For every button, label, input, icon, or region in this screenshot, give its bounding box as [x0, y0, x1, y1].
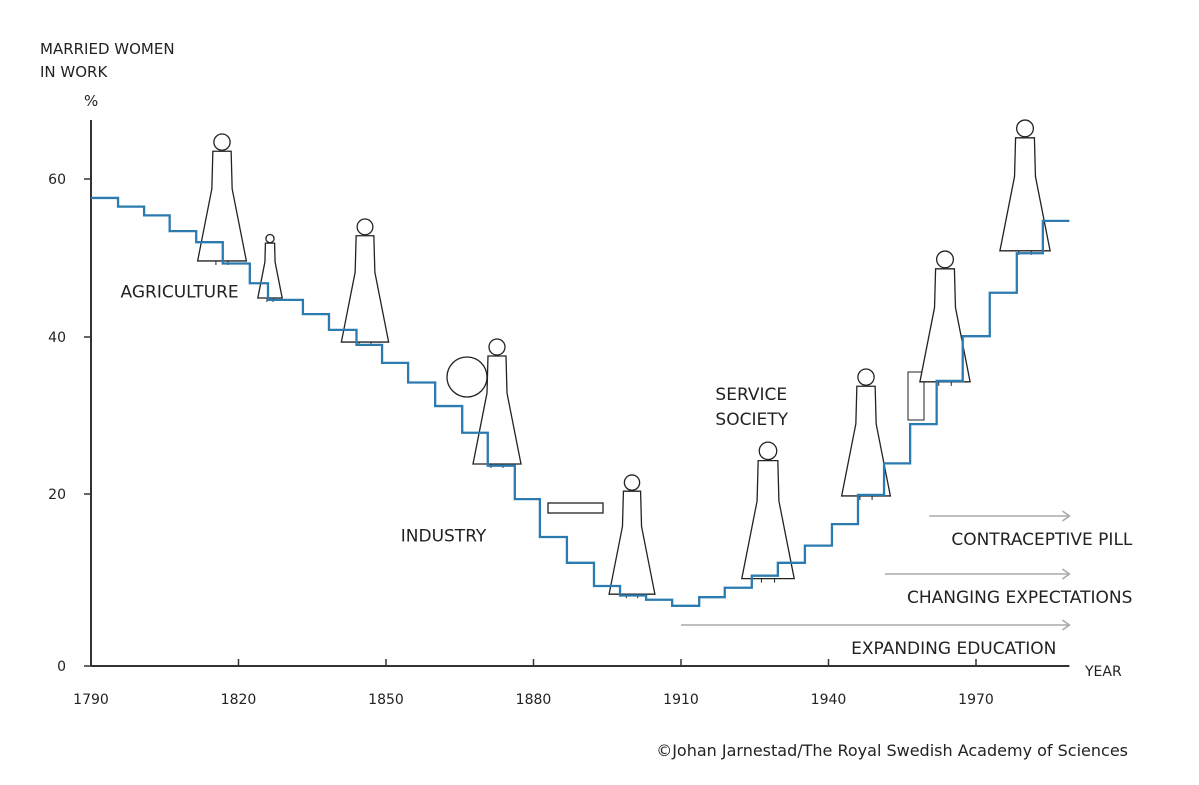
illustration-telephone-operator: [840, 368, 892, 500]
figure-head: [213, 133, 231, 151]
figure-dress: [472, 355, 522, 465]
x-tick-label: 1880: [516, 692, 552, 708]
y-axis-unit: %: [84, 92, 98, 110]
arrowhead-icon: [1061, 510, 1071, 522]
illustration-farm-woman: [196, 133, 248, 265]
figure-head: [488, 338, 506, 356]
x-tick-label: 1790: [73, 692, 109, 708]
figure-head: [935, 250, 955, 269]
y-tick-label: 20: [48, 487, 66, 503]
step-line: [91, 196, 1070, 607]
figure-dress: [257, 242, 283, 299]
illustration-girl: [257, 233, 283, 302]
figure-feet: [760, 578, 776, 583]
figure-dress: [608, 490, 656, 595]
annotations: AGRICULTURE INDUSTRY SERVICE SOCIETY CONTRAC…: [121, 283, 1133, 660]
annotation-label: EXPANDING EDUCATION: [851, 639, 1056, 659]
illustration-textile-worker: [472, 338, 522, 468]
y-axis-title-line-2: IN WORK: [40, 63, 108, 81]
x-tick-label: 1850: [368, 692, 404, 708]
x-tick-label: 1820: [221, 692, 257, 708]
era-label: SERVICE: [715, 385, 787, 405]
arrowhead-icon: [1061, 619, 1071, 631]
credit: ©Johan Jarnestad/The Royal Swedish Acade…: [656, 741, 1128, 760]
y-axis-title-line-1: MARRIED WOMEN: [40, 40, 175, 58]
illustration-office-clerk: [740, 441, 796, 583]
figure-dress: [340, 235, 390, 343]
arrowhead-icon: [1061, 568, 1071, 580]
axes: 0 20 40 60 1790 1820 1850 1880 1910 1940 1970: [48, 120, 1070, 708]
annotation-label: CHANGING EXPECTATIONS: [907, 588, 1132, 608]
x-tick-label: 1940: [811, 692, 847, 708]
era-label: AGRICULTURE: [121, 283, 239, 303]
figure-dress: [999, 137, 1051, 252]
sewing-machine-icon: [547, 502, 604, 514]
figure-dress: [840, 385, 892, 497]
figure-dress: [740, 460, 796, 580]
illustration-maid: [340, 218, 390, 347]
y-tick-label: 40: [48, 330, 66, 346]
illustration-secretary: [919, 250, 971, 386]
switchboard-icon: [907, 371, 925, 421]
figure-feet: [938, 381, 952, 386]
figure-feet: [859, 495, 873, 500]
y-tick-label: 0: [57, 659, 66, 675]
era-label: SOCIETY: [715, 410, 788, 430]
era-label: INDUSTRY: [401, 526, 487, 546]
figure-head: [356, 218, 374, 236]
figure-head: [265, 233, 275, 244]
figure-dress: [919, 268, 971, 383]
x-axis-title: YEAR: [1084, 664, 1122, 680]
figure-head: [857, 368, 875, 386]
figure-dress: [196, 150, 248, 262]
annotation-label: CONTRACEPTIVE PILL: [951, 530, 1133, 550]
spinning-wheel-icon: [446, 356, 488, 398]
x-tick-label: 1910: [663, 692, 699, 708]
y-tick-label: 60: [48, 172, 66, 188]
x-tick-label: 1970: [958, 692, 994, 708]
illustrations: [196, 119, 1051, 599]
illustration-professional-woman: [999, 119, 1051, 255]
figure-head: [758, 441, 778, 461]
figure-head: [623, 474, 641, 491]
illustration-seamstress: [608, 474, 656, 599]
figure-head: [1015, 119, 1035, 138]
step-line-layer: [90, 196, 1070, 607]
